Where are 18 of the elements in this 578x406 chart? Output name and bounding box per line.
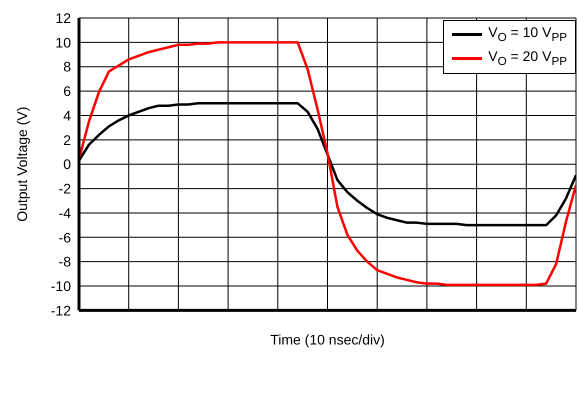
x-axis-title: Time (10 nsec/div)	[270, 331, 385, 348]
y-tick-label: -12	[50, 302, 72, 318]
y-tick-label: 0	[63, 156, 72, 172]
y-tick-label: -4	[58, 204, 72, 221]
y-tick-label: 12	[55, 10, 72, 26]
y-tick-label: -10	[50, 278, 72, 294]
y-tick-label: 8	[63, 58, 72, 75]
legend-label: V$_{O}$ = 20 V$_{PP}$	[488, 46, 567, 70]
y-tick-label: 2	[63, 132, 72, 148]
y-tick-label: -6	[58, 229, 72, 246]
line-series	[79, 41, 576, 286]
y-tick-label: 6	[63, 83, 72, 100]
y-tick-label: -2	[58, 180, 72, 197]
y-tick-label: 4	[63, 107, 72, 124]
y-tick-label: -8	[58, 254, 72, 270]
y-tick-label: 10	[55, 34, 72, 50]
y-axis-title: Output Voltage (V)	[14, 106, 30, 222]
legend-label: V$_{O}$ = 10 V$_{PP}$	[488, 23, 567, 46]
